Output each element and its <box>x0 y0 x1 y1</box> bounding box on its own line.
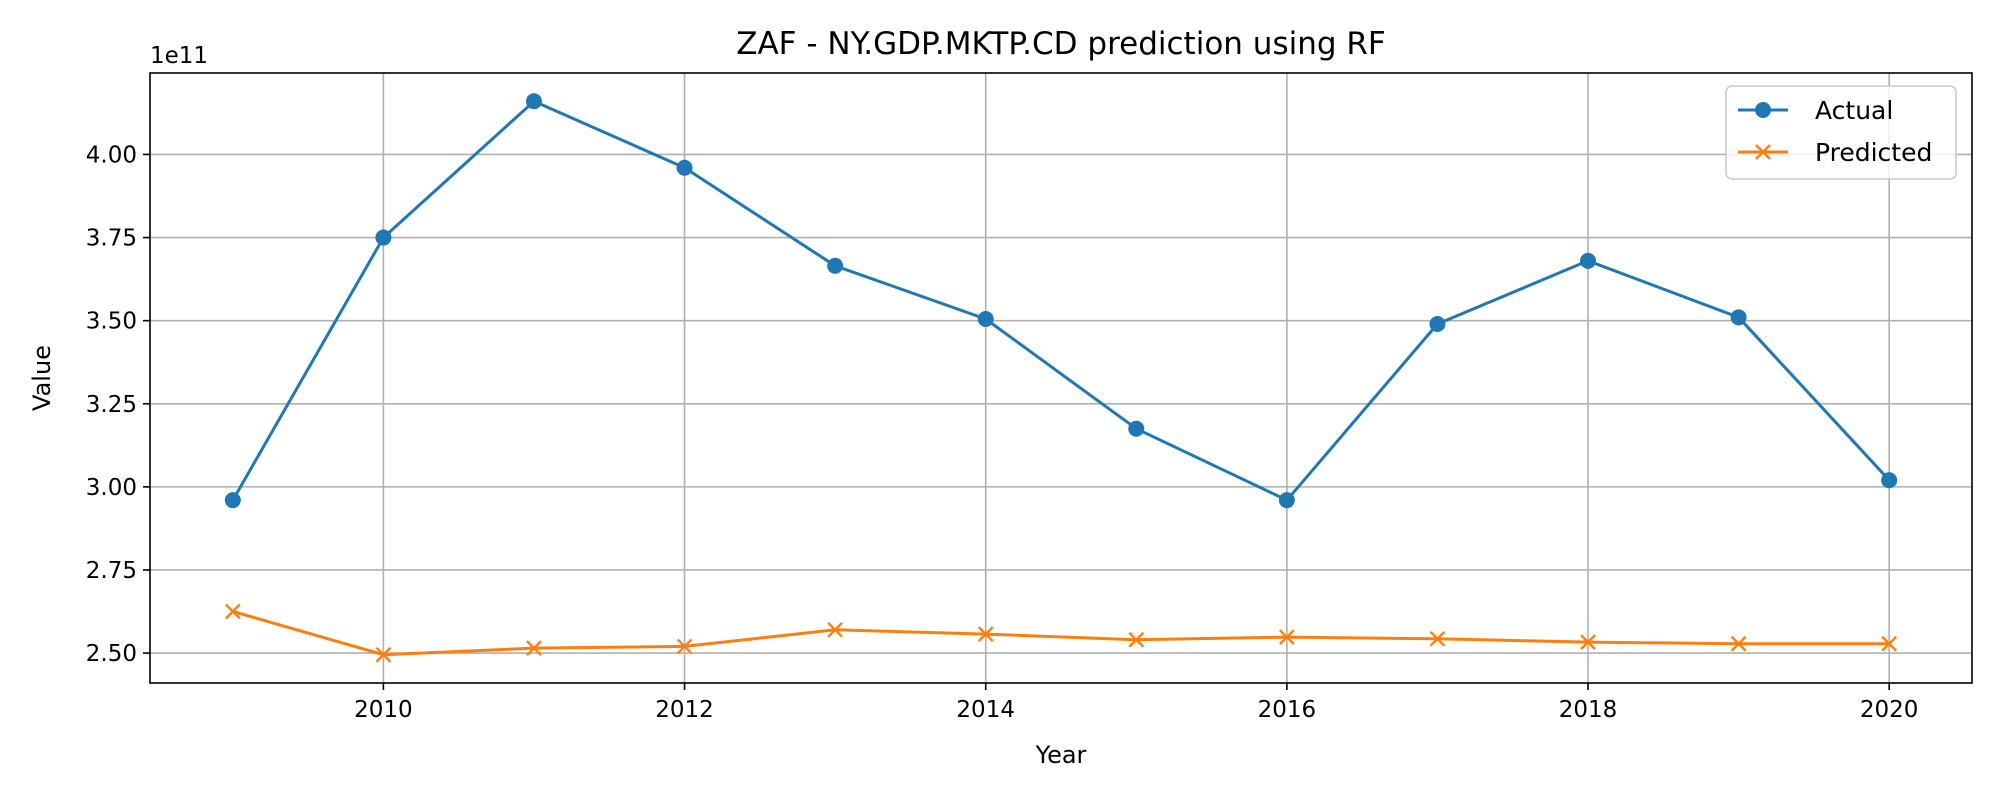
x-tick-label: 2012 <box>655 697 714 723</box>
x-tick-label: 2016 <box>1258 697 1317 723</box>
data-point-actual <box>827 257 844 274</box>
data-point-predicted <box>676 638 693 655</box>
x-tick-label: 2010 <box>354 697 413 723</box>
y-offset-label: 1e11 <box>150 43 208 69</box>
y-tick-label: 4.00 <box>86 142 137 168</box>
x-axis-label: Year <box>1035 741 1087 769</box>
plot-background <box>150 73 1972 683</box>
legend: Actual Predicted <box>1725 85 1957 180</box>
data-point-actual <box>525 93 542 110</box>
x-tick-label: 2018 <box>1559 697 1618 723</box>
data-point-actual <box>676 159 693 176</box>
data-point-predicted <box>526 640 542 656</box>
y-tick-label: 3.00 <box>86 475 137 501</box>
plot-frame <box>149 72 1973 684</box>
data-point-predicted <box>1730 635 1747 652</box>
chart-title: ZAF - NY.GDP.MKTP.CD prediction using RF <box>736 26 1386 62</box>
series-line-predicted <box>232 610 1890 657</box>
series-layer <box>224 93 1898 663</box>
x-tick-label: 2014 <box>956 697 1015 723</box>
data-point-predicted <box>977 626 994 642</box>
legend-label-predicted: Predicted <box>1815 138 1932 167</box>
data-point-predicted <box>1128 631 1145 648</box>
data-point-actual <box>375 229 392 246</box>
tick-layer: 2010 2012 2014 2016 2018 2020 2.50 2.75 3.00 3.25… <box>86 142 1919 723</box>
legend-marker-predicted <box>1755 144 1771 160</box>
y-tick-label: 3.25 <box>86 392 137 418</box>
data-point-predicted <box>224 603 241 620</box>
data-point-predicted <box>1881 635 1898 652</box>
y-tick-label: 3.50 <box>86 309 137 335</box>
data-point-actual <box>1278 492 1295 509</box>
x-tick-label: 2020 <box>1860 697 1919 723</box>
data-point-predicted <box>1429 630 1446 647</box>
data-point-actual <box>1128 420 1145 437</box>
y-tick-label: 2.75 <box>86 558 137 584</box>
data-point-actual <box>1429 315 1446 332</box>
data-point-predicted <box>1279 629 1295 645</box>
legend-label-actual: Actual <box>1815 96 1893 125</box>
y-axis-label: Value <box>28 345 56 411</box>
data-point-predicted <box>827 621 843 638</box>
data-point-predicted <box>1580 634 1596 650</box>
data-point-predicted <box>375 646 392 663</box>
y-tick-label: 3.75 <box>86 226 137 252</box>
data-point-actual <box>1881 472 1898 489</box>
data-point-actual <box>977 310 994 327</box>
data-point-actual <box>1730 309 1747 326</box>
series-line-actual <box>231 99 1891 502</box>
data-point-actual <box>224 492 241 509</box>
y-tick-label: 2.50 <box>86 641 137 667</box>
legend-marker-actual <box>1755 102 1771 118</box>
data-point-actual <box>1580 252 1597 269</box>
